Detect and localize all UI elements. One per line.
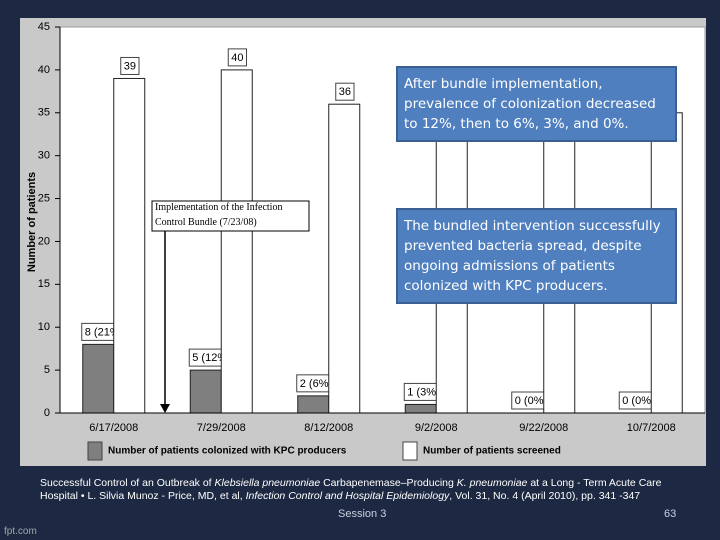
caption-segment: at a Long - Term Acute Care Hospital • L… [40,477,662,502]
annotation-line: Control Bundle (7/23/08) [155,217,257,228]
caption-segment: K. pneumoniae [456,477,528,489]
legend-swatch [402,441,418,461]
x-tick-label: 7/29/2008 [197,422,246,434]
watermark: fpt.com [4,526,37,537]
y-tick-label: 15 [38,278,50,290]
bar [220,69,253,414]
legend-swatch [87,441,103,461]
data-label: 0 (0%) [622,395,654,407]
x-tick-label: 6/17/2008 [89,422,138,434]
data-label: 36 [339,86,351,98]
session: Session 3 [338,508,387,520]
data-label-box [120,56,140,75]
arrow-head [160,404,170,413]
legend-label: Number of patients colonized with KPC pr… [108,446,347,457]
bar [297,395,330,414]
x-tick-label: 8/12/2008 [304,422,353,434]
caption-segment: Infection Control and Hospital Epidemiol… [245,490,450,502]
y-axis-label: Number of patients [26,172,38,272]
annotation-line: Implementation of the Infection [155,202,282,213]
data-label-box [335,82,355,101]
legend-label: Number of patients screened [423,446,561,457]
annotation-text: Implementation of the Infection Control B… [155,202,282,228]
bar [189,369,222,414]
caption-segment: Klebsiella pneumoniae [214,477,321,489]
data-label: 1 (3%) [407,386,439,398]
bar [404,403,437,414]
caption: Successful Control of an Outbreak of Kle… [40,477,690,503]
annotation: Implementation of the Infection Control B… [151,200,310,413]
bar [82,343,115,414]
callout: After bundle implementation, prevalence … [396,66,677,142]
x-tick-label: 9/22/2008 [519,422,568,434]
data-label: 40 [231,52,243,64]
x-tick-label: 9/2/2008 [415,422,458,434]
caption-segment: , Vol. 31, No. 4 (April 2010), pp. 341 -… [449,490,641,502]
y-tick-label: 45 [38,21,50,33]
annotation-box [151,200,310,232]
bar [328,103,361,414]
page-number: 63 [664,508,677,520]
caption-segment: Carbapenemase–Producing [320,477,457,489]
y-tick-label: 10 [38,321,50,333]
y-tick-label: 5 [44,364,50,376]
y-tick-label: 30 [38,150,50,162]
data-label-box [227,48,247,67]
y-tick-label: 25 [38,192,50,204]
y-tick-label: 20 [38,235,50,247]
y-tick-label: 35 [38,107,50,119]
data-label: 0 (0%) [515,395,547,407]
y-tick-label: 40 [38,64,50,76]
callout: The bundled intervention successfully pr… [396,208,677,304]
caption-segment: Successful Control of an Outbreak of [40,477,215,489]
y-tick-label: 0 [44,407,50,419]
data-label: 39 [124,60,136,72]
data-label: 2 (6%) [300,378,332,390]
bar [113,77,146,414]
x-tick-label: 10/7/2008 [627,422,676,434]
